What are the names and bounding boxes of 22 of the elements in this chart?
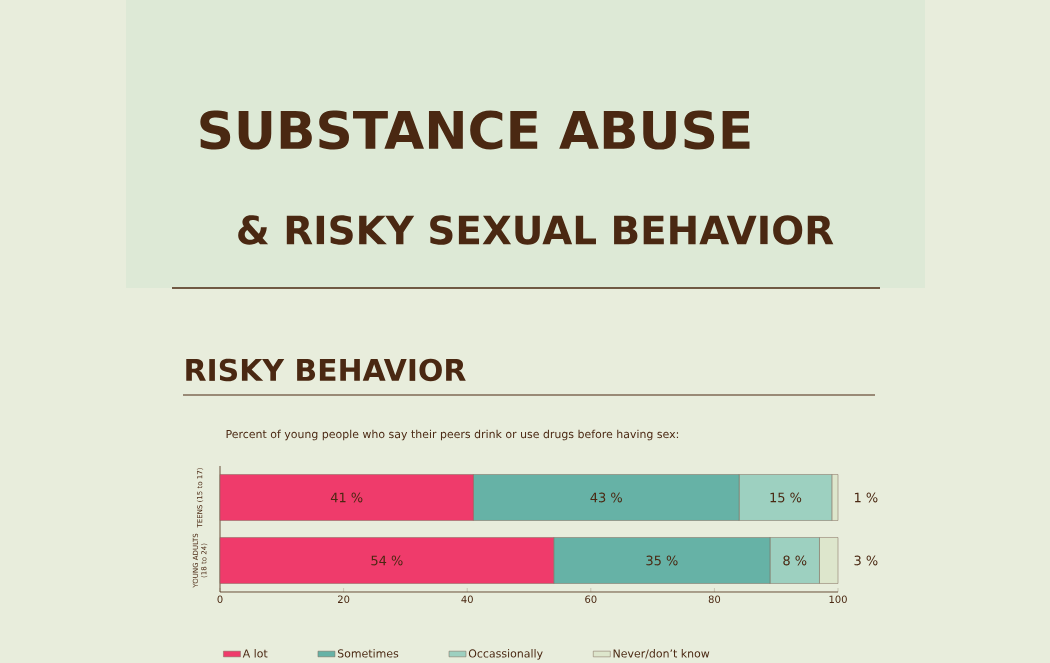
chart-subtitle: Percent of young people who say their peers drink or use drugs before having sex: <box>226 429 679 441</box>
x-tick-label: 100 <box>829 595 847 604</box>
chart-title: RISKY BEHAVIOR <box>186 358 466 382</box>
data-label: 15 % <box>770 492 802 503</box>
x-tick-label: 40 <box>461 595 473 604</box>
legend-label: Never/don’t know <box>613 649 710 659</box>
x-tick-label: 80 <box>708 595 721 604</box>
data-label: 1 % <box>854 492 878 503</box>
data-label: 41 % <box>330 492 363 503</box>
data-label: 3 % <box>854 555 878 566</box>
legend-label: Occassionally <box>468 649 543 660</box>
legend-label: A lot <box>242 649 268 658</box>
text: & RISKY SEXUAL BEHAVIOR <box>238 215 834 245</box>
x-tick-label: 20 <box>338 595 350 604</box>
data-label: 8 % <box>783 555 807 566</box>
data-label: 35 % <box>646 555 678 566</box>
data-label: 43 % <box>590 492 622 503</box>
x-tick-label: 0 <box>217 595 223 604</box>
x-tick-label: 60 <box>585 595 597 604</box>
data-label: 54 % <box>371 555 403 566</box>
legend-label: Sometimes <box>337 649 399 658</box>
text: SUBSTANCE ABUSE <box>200 110 750 150</box>
